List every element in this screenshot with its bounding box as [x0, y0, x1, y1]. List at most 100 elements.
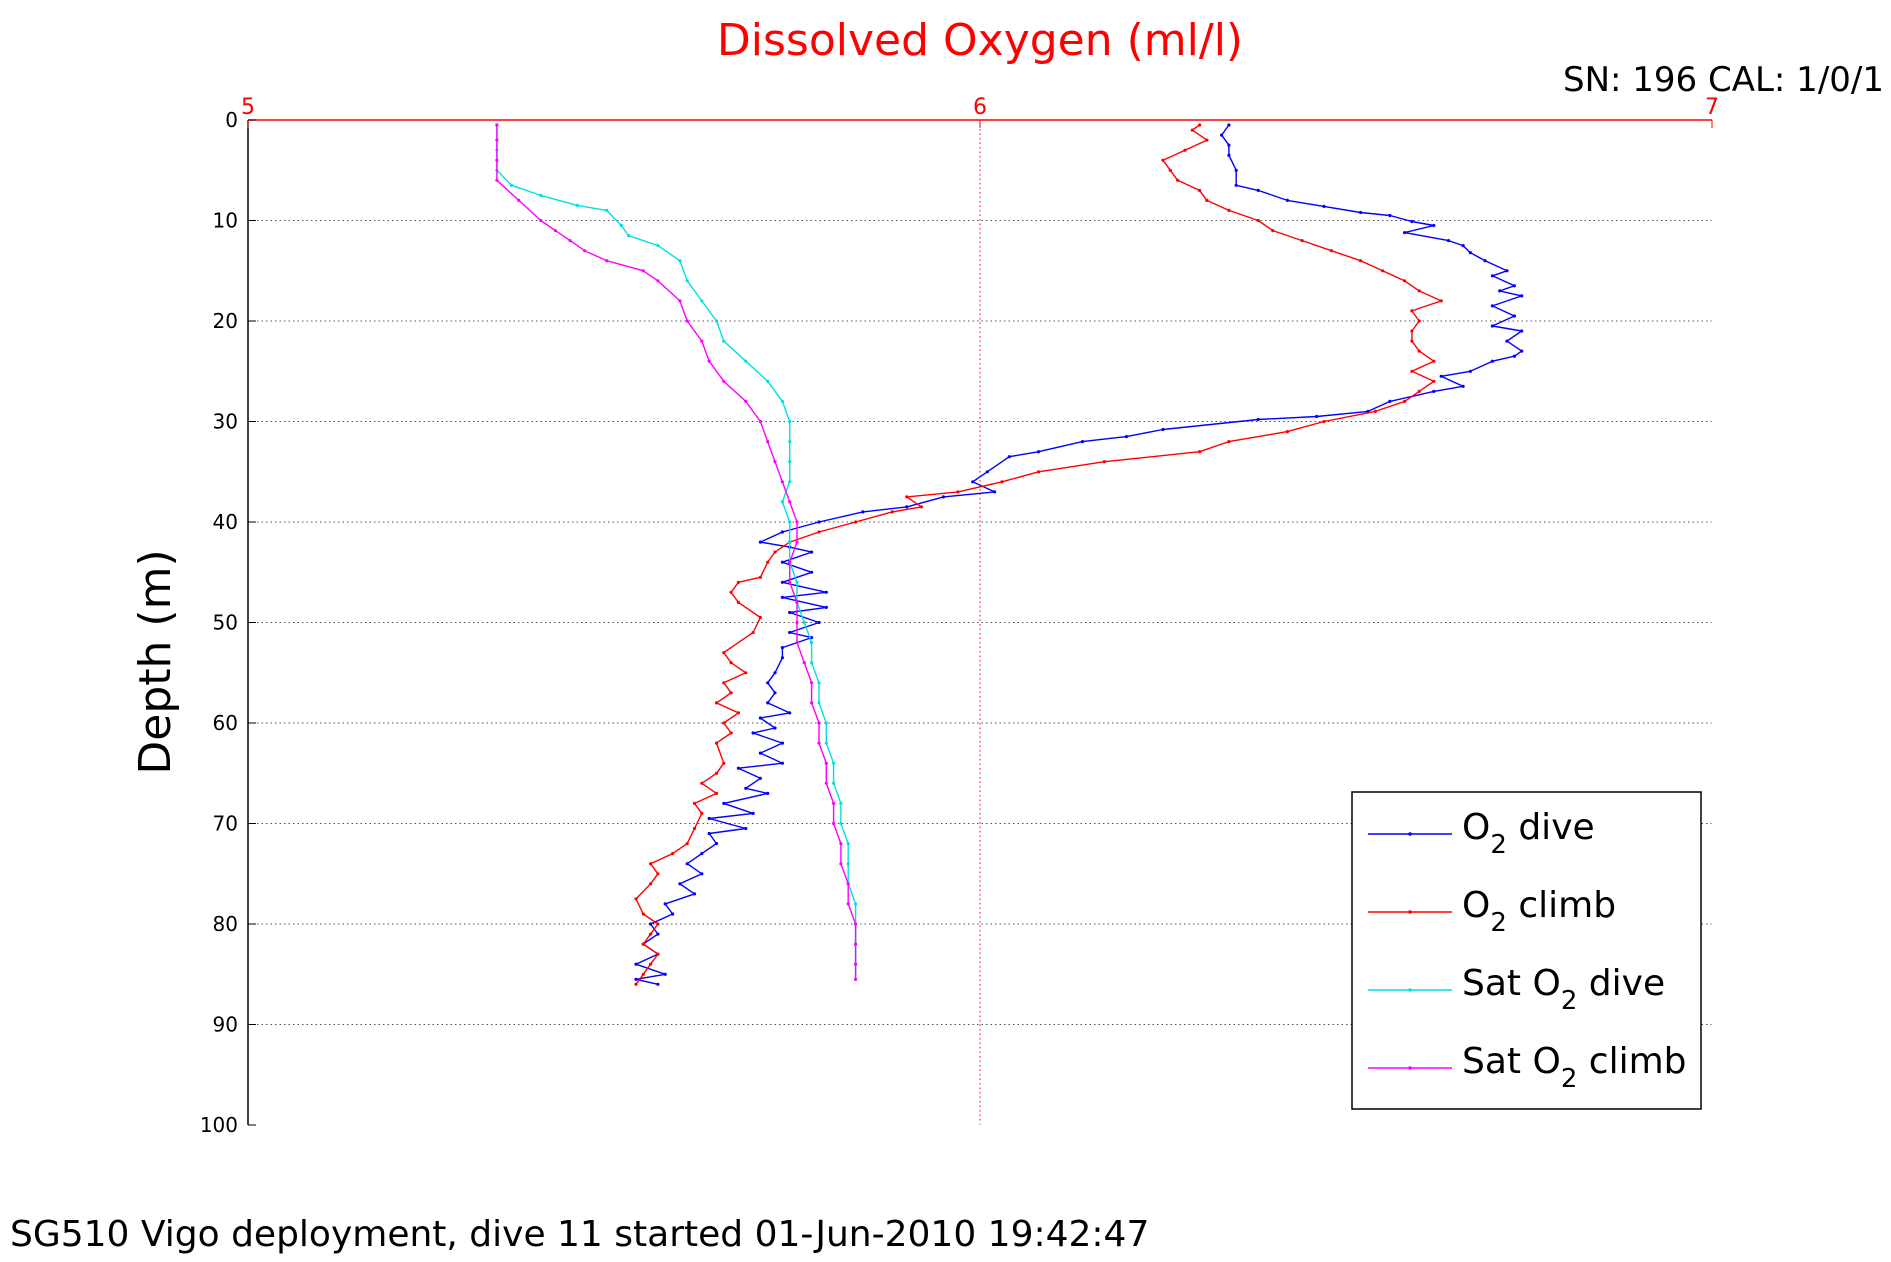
data-point-o2-dive — [1512, 354, 1516, 358]
series-sat-o2-climb — [495, 123, 858, 981]
data-point-o2-dive — [758, 776, 763, 780]
data-point-o2-dive — [1227, 123, 1231, 127]
data-point-sat-o2-climb — [839, 842, 843, 846]
data-point-o2-climb — [634, 897, 638, 901]
data-point-o2-dive — [1315, 414, 1319, 419]
data-point-o2-dive — [751, 731, 755, 735]
data-point-o2-dive — [656, 932, 660, 936]
data-point-sat-o2-climb — [553, 229, 558, 233]
data-point-sat-o2-climb — [678, 299, 682, 303]
data-point-o2-dive — [1227, 153, 1231, 157]
data-point-o2-climb — [1381, 269, 1385, 273]
data-point-o2-dive — [758, 540, 763, 544]
data-point-o2-dive — [824, 605, 828, 610]
data-point-o2-climb — [1190, 128, 1194, 132]
data-point-o2-dive — [707, 831, 711, 836]
data-point-sat-o2-climb — [824, 781, 828, 785]
data-point-sat-o2-climb — [788, 560, 792, 564]
data-point-sat-o2-dive — [605, 208, 609, 212]
data-point-o2-climb — [817, 530, 821, 534]
data-point-o2-climb — [700, 811, 704, 816]
data-point-o2-dive — [1446, 239, 1451, 243]
data-point-o2-dive — [1037, 450, 1041, 454]
data-point-o2-climb — [1403, 399, 1407, 403]
data-point-o2-dive — [773, 671, 777, 675]
data-point-o2-dive — [736, 766, 741, 770]
data-point-sat-o2-dive — [788, 520, 792, 524]
data-point-o2-climb — [1403, 279, 1407, 283]
data-point-o2-climb — [736, 711, 741, 715]
data-point-o2-climb — [1300, 239, 1304, 243]
data-point-o2-dive — [810, 570, 814, 574]
data-point-sat-o2-climb — [810, 701, 814, 705]
data-point-o2-climb — [714, 771, 719, 775]
data-point-o2-climb — [1198, 450, 1202, 454]
data-point-o2-climb — [722, 651, 726, 655]
data-point-o2-dive — [780, 595, 785, 600]
data-point-o2-dive — [780, 530, 785, 534]
data-point-sat-o2-dive — [656, 244, 660, 248]
data-point-sat-o2-climb — [832, 801, 836, 806]
y-tick-label: 30 — [213, 410, 238, 434]
data-point-o2-dive — [685, 862, 689, 866]
data-point-o2-climb — [744, 671, 748, 675]
dive-info-footer: SG510 Vigo deployment, dive 11 started 0… — [10, 1214, 1149, 1255]
data-point-o2-dive — [1520, 329, 1524, 333]
data-point-o2-climb — [714, 791, 719, 796]
data-point-sat-o2-dive — [788, 440, 792, 444]
data-point-o2-dive — [656, 982, 660, 986]
data-point-sat-o2-dive — [817, 681, 821, 685]
data-point-sat-o2-dive — [539, 193, 543, 197]
data-point-sat-o2-climb — [773, 460, 777, 464]
data-point-o2-dive — [700, 872, 704, 876]
data-point-o2-climb — [751, 630, 755, 635]
data-point-o2-dive — [678, 882, 682, 886]
data-point-sat-o2-climb — [758, 419, 763, 424]
data-point-sat-o2-climb — [517, 198, 521, 202]
data-point-o2-climb — [1176, 178, 1180, 182]
data-point-sat-o2-climb — [583, 249, 587, 253]
data-point-o2-climb — [919, 505, 924, 509]
axis-ticks: 0 10 20 30 40 50 60 70 80 90 100 5 6 7 — [200, 95, 1719, 1137]
data-point-o2-climb — [956, 490, 960, 494]
data-point-sat-o2-dive — [832, 781, 836, 785]
data-point-sat-o2-climb — [788, 580, 792, 584]
data-point-o2-dive — [1124, 435, 1128, 439]
data-point-o2-dive — [817, 620, 821, 625]
data-point-o2-dive — [780, 656, 785, 660]
data-point-o2-dive — [1410, 219, 1414, 224]
data-point-o2-climb — [714, 741, 719, 745]
data-point-o2-climb — [1198, 188, 1202, 192]
legend-marker-sat-o2-climb — [1408, 1066, 1412, 1070]
legend-entry-o2-climb: O2 climb — [1368, 885, 1616, 938]
data-point-sat-o2-dive — [714, 319, 719, 323]
data-point-o2-dive — [1161, 427, 1165, 432]
data-point-sat-o2-dive — [780, 399, 785, 403]
data-point-sat-o2-climb — [795, 540, 799, 544]
data-point-sat-o2-dive — [846, 862, 850, 866]
data-series — [495, 123, 1524, 986]
data-point-o2-dive — [634, 962, 638, 966]
data-point-o2-dive — [671, 912, 675, 916]
data-point-sat-o2-climb — [685, 319, 689, 323]
chart-title: Dissolved Oxygen (ml/l) — [717, 15, 1243, 66]
y-tick-label: 0 — [225, 108, 238, 132]
data-point-sat-o2-dive — [766, 379, 770, 383]
data-point-o2-dive — [788, 630, 792, 635]
data-point-o2-climb — [1410, 309, 1414, 313]
legend-label-sat-o2-dive: Sat O2 dive — [1462, 963, 1665, 1016]
data-point-sat-o2-climb — [722, 379, 726, 383]
data-point-sat-o2-dive — [744, 359, 748, 363]
data-point-sat-o2-dive — [722, 339, 726, 343]
x-tick-label: 5 — [241, 95, 255, 120]
data-point-o2-dive — [780, 741, 785, 745]
data-point-o2-climb — [1227, 208, 1231, 212]
data-point-o2-dive — [1461, 244, 1465, 248]
data-point-o2-climb — [1205, 198, 1209, 202]
data-point-sat-o2-climb — [641, 269, 645, 273]
data-point-o2-climb — [1198, 123, 1202, 127]
data-point-o2-dive — [810, 550, 814, 554]
data-point-o2-climb — [1432, 359, 1436, 363]
data-point-o2-dive — [744, 826, 748, 831]
data-point-o2-dive — [971, 480, 975, 484]
